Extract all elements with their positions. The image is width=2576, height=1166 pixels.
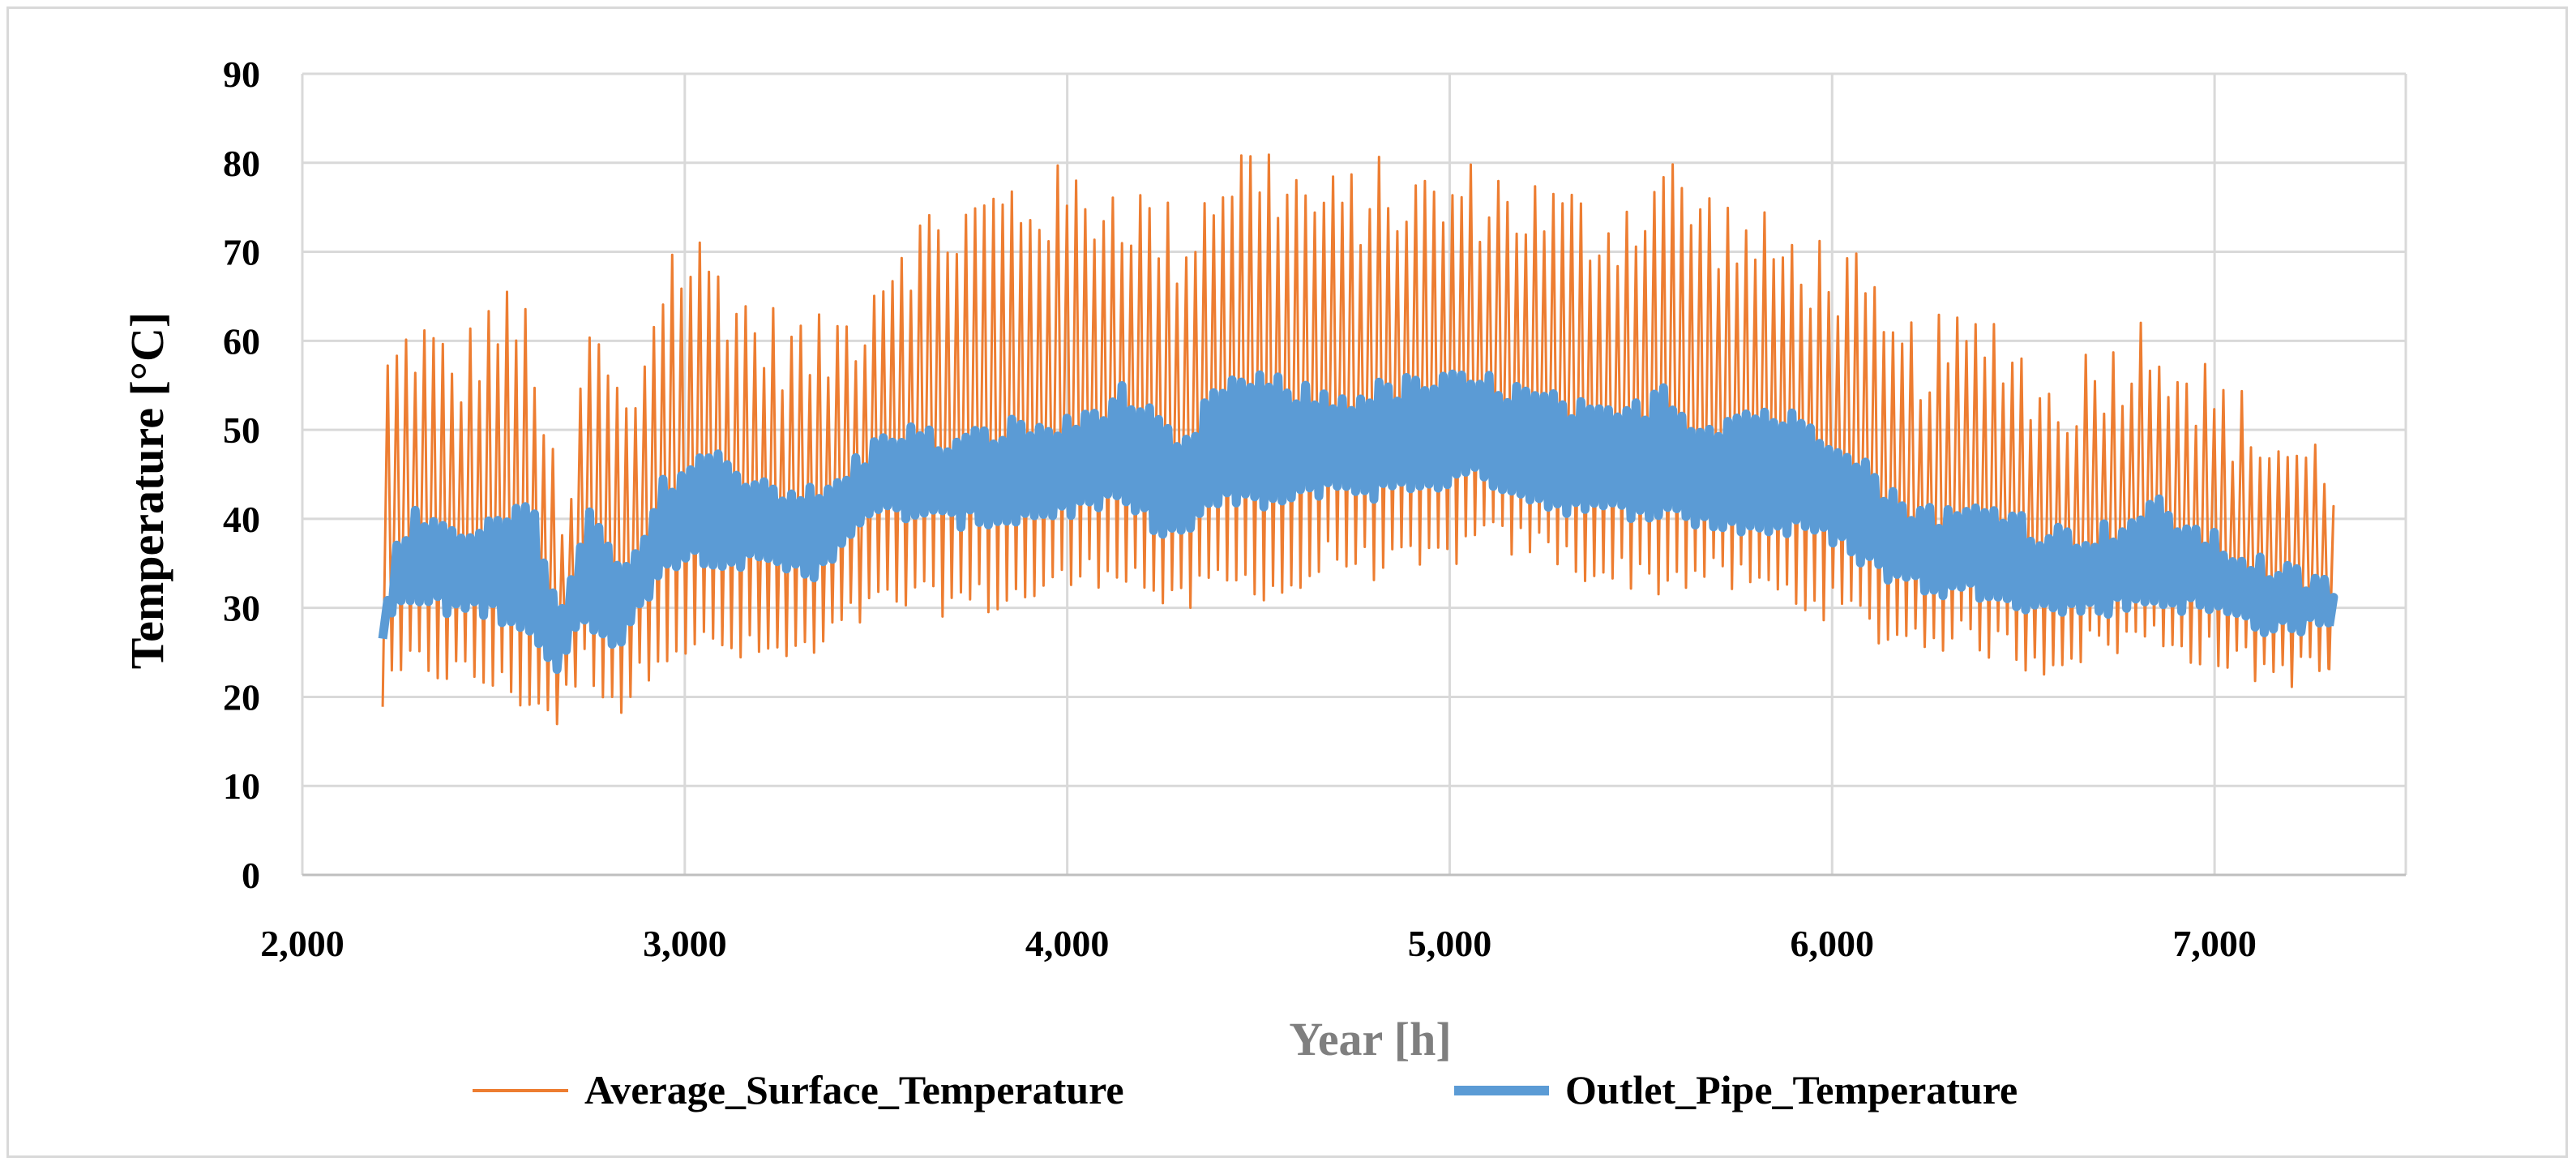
series-line-average-surface-temperature [381,153,2335,726]
y-tick-label: 20 [223,676,260,718]
x-tick-label: 5,000 [1408,923,1492,964]
x-tick-label: 2,000 [260,923,344,964]
x-tick-label: 7,000 [2172,923,2257,964]
y-tick-label: 30 [223,588,260,629]
chart-frame: 0 10 20 30 40 50 60 70 80 90 2,000 3,000 4,000 5,000 6… [6,6,2568,1158]
y-tick-label: 70 [223,232,260,273]
series-layer [378,153,2339,726]
legend-label: Outlet_Pipe_Temperature [1565,1067,2018,1112]
x-tick-label: 3,000 [643,923,727,964]
legend-layer: Average_Surface_Temperature Outlet_Pipe_T… [473,1067,2018,1112]
y-tick-label: 40 [223,499,260,540]
y-tick-label: 50 [223,409,260,451]
legend-label: Average_Surface_Temperature [584,1067,1124,1112]
y-tick-label: 10 [223,765,260,807]
temperature-line-chart: 0 10 20 30 40 50 60 70 80 90 2,000 3,000 4,000 5,000 6… [121,54,2407,1112]
y-tick-label: 80 [223,143,260,184]
y-tick-label: 90 [223,54,260,95]
y-axis-label: Temperature [°C] [121,312,173,669]
y-tick-label: 0 [242,855,260,896]
x-tick-label: 4,000 [1025,923,1110,964]
axis-layer: 0 10 20 30 40 50 60 70 80 90 2,000 3,000 4,000 5,000 6… [223,54,2406,964]
y-tick-label: 60 [223,320,260,362]
x-tick-label: 6,000 [1791,923,1875,964]
series-line-outlet-pipe-temperature [378,369,2339,675]
x-axis-label: Year [h] [1289,1013,1451,1065]
